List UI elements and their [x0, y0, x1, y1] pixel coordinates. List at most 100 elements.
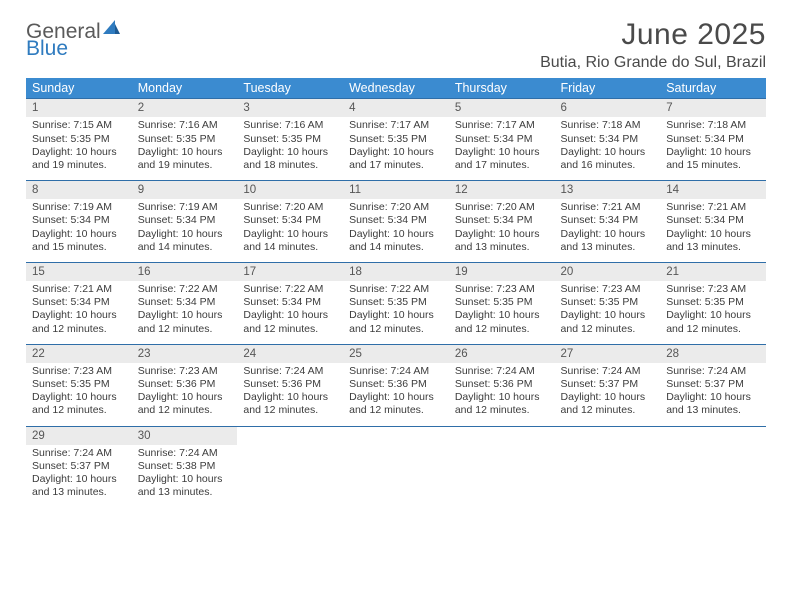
sunrise-text: Sunrise: 7:19 AM: [138, 201, 232, 214]
daylight-text-2: and 12 minutes.: [138, 323, 232, 336]
sunset-text: Sunset: 5:37 PM: [666, 378, 760, 391]
daylight-text-2: and 13 minutes.: [561, 241, 655, 254]
daylight-text-1: Daylight: 10 hours: [666, 391, 760, 404]
day-body: Sunrise: 7:20 AMSunset: 5:34 PMDaylight:…: [449, 199, 555, 262]
day-number: 29: [26, 426, 132, 445]
day-body: Sunrise: 7:19 AMSunset: 5:34 PMDaylight:…: [26, 199, 132, 262]
daylight-text-2: and 13 minutes.: [32, 486, 126, 499]
day-number: 19: [449, 262, 555, 281]
sunrise-text: Sunrise: 7:20 AM: [243, 201, 337, 214]
sunset-text: Sunset: 5:37 PM: [561, 378, 655, 391]
sunrise-text: Sunrise: 7:15 AM: [32, 119, 126, 132]
day-number: [660, 426, 766, 445]
daylight-text-1: Daylight: 10 hours: [455, 228, 549, 241]
sunset-text: Sunset: 5:37 PM: [32, 460, 126, 473]
sunrise-text: Sunrise: 7:20 AM: [455, 201, 549, 214]
sunrise-text: Sunrise: 7:23 AM: [561, 283, 655, 296]
daylight-text-2: and 14 minutes.: [138, 241, 232, 254]
day-number: 14: [660, 180, 766, 199]
week-daynum-row: 1234567: [26, 99, 766, 118]
title-month: June 2025: [540, 18, 766, 52]
day-number: 3: [237, 99, 343, 118]
sunset-text: Sunset: 5:34 PM: [32, 296, 126, 309]
day-body: Sunrise: 7:23 AMSunset: 5:35 PMDaylight:…: [660, 281, 766, 344]
sunrise-text: Sunrise: 7:20 AM: [349, 201, 443, 214]
daylight-text-2: and 12 minutes.: [349, 323, 443, 336]
sunrise-text: Sunrise: 7:23 AM: [455, 283, 549, 296]
sunset-text: Sunset: 5:36 PM: [349, 378, 443, 391]
sunset-text: Sunset: 5:34 PM: [455, 133, 549, 146]
day-number: 26: [449, 344, 555, 363]
day-body: Sunrise: 7:17 AMSunset: 5:34 PMDaylight:…: [449, 117, 555, 180]
day-number: 21: [660, 262, 766, 281]
day-body: Sunrise: 7:21 AMSunset: 5:34 PMDaylight:…: [26, 281, 132, 344]
sunset-text: Sunset: 5:34 PM: [243, 214, 337, 227]
day-number: 28: [660, 344, 766, 363]
header: General Blue June 2025 Butia, Rio Grande…: [26, 18, 766, 72]
daylight-text-1: Daylight: 10 hours: [243, 146, 337, 159]
sunset-text: Sunset: 5:35 PM: [666, 296, 760, 309]
day-body: [343, 445, 449, 508]
sunrise-text: Sunrise: 7:17 AM: [455, 119, 549, 132]
day-body: Sunrise: 7:15 AMSunset: 5:35 PMDaylight:…: [26, 117, 132, 180]
daylight-text-1: Daylight: 10 hours: [349, 391, 443, 404]
day-body: Sunrise: 7:24 AMSunset: 5:36 PMDaylight:…: [449, 363, 555, 426]
day-body: Sunrise: 7:20 AMSunset: 5:34 PMDaylight:…: [237, 199, 343, 262]
day-header: Wednesday: [343, 78, 449, 99]
day-number: 20: [555, 262, 661, 281]
day-header-row: SundayMondayTuesdayWednesdayThursdayFrid…: [26, 78, 766, 99]
sunrise-text: Sunrise: 7:22 AM: [243, 283, 337, 296]
daylight-text-1: Daylight: 10 hours: [561, 228, 655, 241]
daylight-text-2: and 13 minutes.: [666, 241, 760, 254]
daylight-text-1: Daylight: 10 hours: [349, 309, 443, 322]
sunset-text: Sunset: 5:35 PM: [455, 296, 549, 309]
daylight-text-2: and 12 minutes.: [455, 323, 549, 336]
day-number: 8: [26, 180, 132, 199]
day-body: Sunrise: 7:20 AMSunset: 5:34 PMDaylight:…: [343, 199, 449, 262]
sunset-text: Sunset: 5:35 PM: [32, 378, 126, 391]
daylight-text-1: Daylight: 10 hours: [138, 146, 232, 159]
sunrise-text: Sunrise: 7:24 AM: [32, 447, 126, 460]
daylight-text-2: and 17 minutes.: [349, 159, 443, 172]
day-number: 30: [132, 426, 238, 445]
day-number: 17: [237, 262, 343, 281]
week-body-row: Sunrise: 7:23 AMSunset: 5:35 PMDaylight:…: [26, 363, 766, 426]
day-number: 22: [26, 344, 132, 363]
daylight-text-1: Daylight: 10 hours: [666, 146, 760, 159]
day-body: Sunrise: 7:17 AMSunset: 5:35 PMDaylight:…: [343, 117, 449, 180]
sunset-text: Sunset: 5:34 PM: [349, 214, 443, 227]
day-body: Sunrise: 7:21 AMSunset: 5:34 PMDaylight:…: [660, 199, 766, 262]
sunrise-text: Sunrise: 7:24 AM: [666, 365, 760, 378]
sunrise-text: Sunrise: 7:24 AM: [138, 447, 232, 460]
sunrise-text: Sunrise: 7:18 AM: [666, 119, 760, 132]
day-body: Sunrise: 7:21 AMSunset: 5:34 PMDaylight:…: [555, 199, 661, 262]
day-number: 1: [26, 99, 132, 118]
sunset-text: Sunset: 5:34 PM: [561, 133, 655, 146]
sunrise-text: Sunrise: 7:24 AM: [561, 365, 655, 378]
daylight-text-1: Daylight: 10 hours: [138, 473, 232, 486]
daylight-text-2: and 13 minutes.: [455, 241, 549, 254]
daylight-text-1: Daylight: 10 hours: [666, 309, 760, 322]
day-header: Thursday: [449, 78, 555, 99]
day-number: 15: [26, 262, 132, 281]
week-body-row: Sunrise: 7:15 AMSunset: 5:35 PMDaylight:…: [26, 117, 766, 180]
daylight-text-2: and 13 minutes.: [138, 486, 232, 499]
logo-text-block: General Blue: [26, 18, 121, 59]
day-body: [237, 445, 343, 508]
daylight-text-1: Daylight: 10 hours: [349, 146, 443, 159]
day-body: Sunrise: 7:22 AMSunset: 5:35 PMDaylight:…: [343, 281, 449, 344]
day-body: Sunrise: 7:23 AMSunset: 5:36 PMDaylight:…: [132, 363, 238, 426]
daylight-text-2: and 15 minutes.: [32, 241, 126, 254]
sunset-text: Sunset: 5:35 PM: [349, 133, 443, 146]
sunset-text: Sunset: 5:35 PM: [349, 296, 443, 309]
day-body: Sunrise: 7:24 AMSunset: 5:36 PMDaylight:…: [237, 363, 343, 426]
daylight-text-1: Daylight: 10 hours: [138, 391, 232, 404]
sunset-text: Sunset: 5:35 PM: [243, 133, 337, 146]
day-body: Sunrise: 7:22 AMSunset: 5:34 PMDaylight:…: [237, 281, 343, 344]
daylight-text-2: and 12 minutes.: [243, 404, 337, 417]
week-daynum-row: 2930: [26, 426, 766, 445]
day-header: Sunday: [26, 78, 132, 99]
sunrise-text: Sunrise: 7:17 AM: [349, 119, 443, 132]
daylight-text-2: and 12 minutes.: [243, 323, 337, 336]
daylight-text-1: Daylight: 10 hours: [561, 309, 655, 322]
